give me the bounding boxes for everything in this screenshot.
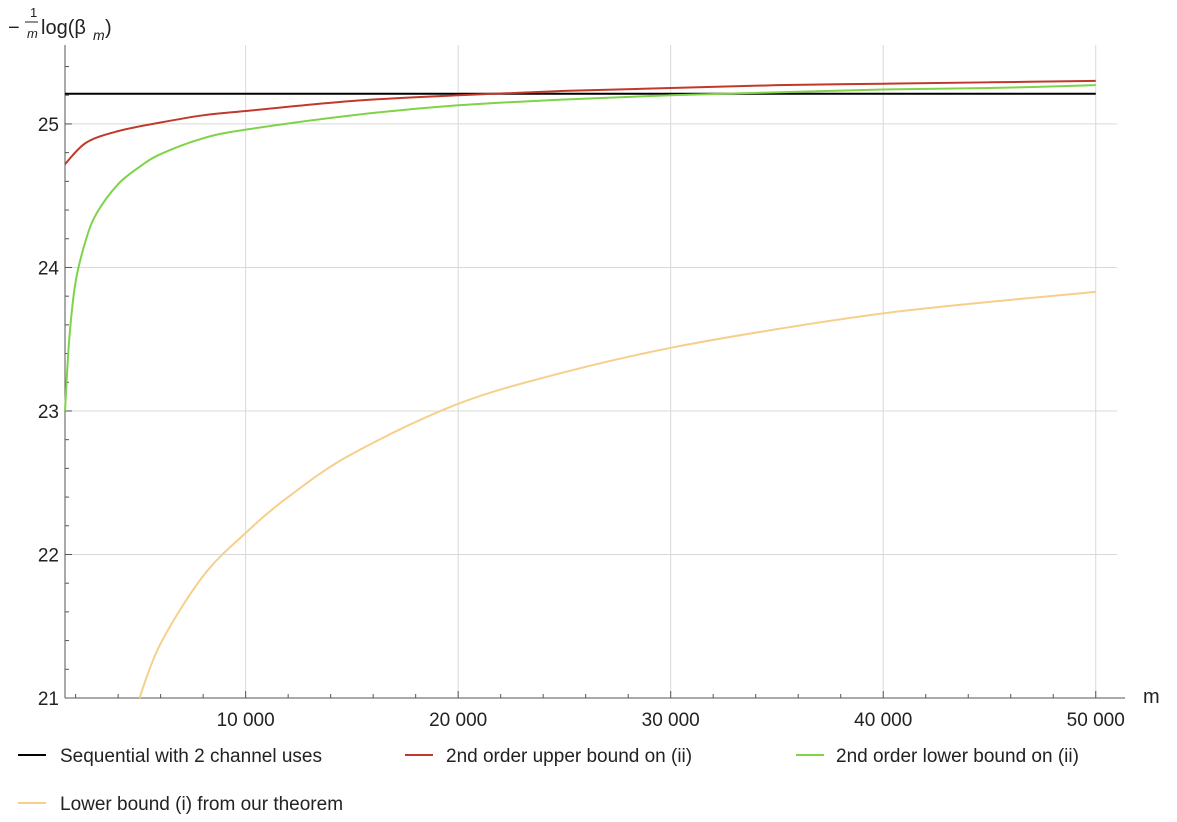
y-axis-title-minus: − <box>8 17 20 39</box>
y-tick-label: 22 <box>38 545 59 566</box>
x-tick-label: 50 000 <box>1067 710 1125 731</box>
series-lower-bound-line <box>64 84 1096 412</box>
y-axis-title-subscript: m <box>93 27 105 43</box>
y-tick-label: 23 <box>38 402 59 423</box>
legend-label-upper-bound: 2nd order upper bound on (ii) <box>446 746 692 767</box>
axes <box>64 45 1125 699</box>
x-tick-label: 20 000 <box>429 710 487 731</box>
legend-item-lower-bound: 2nd order lower bound on (ii) <box>796 746 1079 767</box>
y-axis-title-denominator: m <box>27 26 38 41</box>
y-axis-title-close: ) <box>105 17 112 39</box>
y-axis-title-numerator: 1 <box>30 5 37 20</box>
legend-label-theorem-bound: Lower bound (i) from our theorem <box>60 794 343 815</box>
y-axis-title-log: log(β <box>41 17 86 39</box>
legend: Sequential with 2 channel uses 2nd order… <box>18 746 1079 815</box>
x-axis-title: m <box>1143 686 1160 708</box>
tick-labels: 10 000 20 000 30 000 40 000 50 000 21 22 23 24 25 <box>38 115 1125 731</box>
legend-item-theorem-bound: Lower bound (i) from our theorem <box>18 794 343 815</box>
series-upper-bound-line <box>64 79 1096 165</box>
y-axis-title: − 1 m log(β m ) <box>8 5 112 43</box>
series-theorem-bound-line <box>138 290 1096 699</box>
series-lines <box>64 79 1096 699</box>
legend-label-sequential: Sequential with 2 channel uses <box>60 746 322 767</box>
x-tick-label: 40 000 <box>854 710 912 731</box>
y-tick-label: 25 <box>38 115 59 136</box>
legend-item-sequential: Sequential with 2 channel uses <box>18 746 322 767</box>
x-tick-label: 10 000 <box>217 710 275 731</box>
legend-item-upper-bound: 2nd order upper bound on (ii) <box>405 746 692 767</box>
y-tick-label: 24 <box>38 258 60 279</box>
x-tick-label: 30 000 <box>642 710 700 731</box>
grid-lines <box>65 45 1117 699</box>
legend-label-lower-bound: 2nd order lower bound on (ii) <box>836 746 1079 767</box>
y-tick-label: 21 <box>38 689 59 710</box>
